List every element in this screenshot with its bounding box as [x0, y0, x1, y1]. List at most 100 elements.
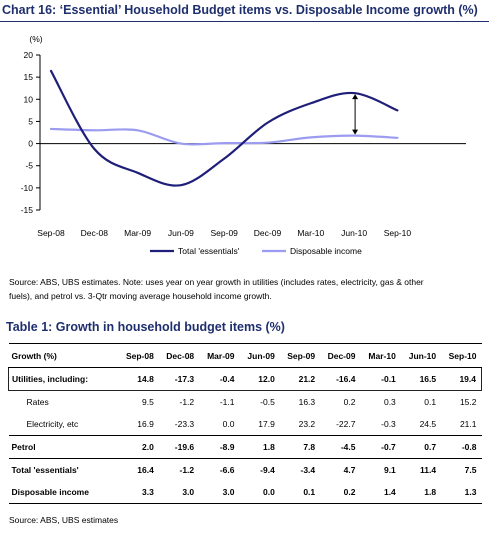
y-tick-label: -5 [25, 161, 33, 171]
table-cell: 7.8 [279, 435, 321, 459]
x-tick-label: Dec-09 [254, 228, 282, 238]
table-cell: 1.3 [441, 481, 482, 504]
table-cell: 3.3 [118, 481, 159, 504]
header-period: Mar-10 [360, 343, 401, 368]
row-label: Total 'essentials' [8, 458, 119, 481]
annotation-layer [352, 94, 359, 135]
chart-axes: 20 15 10 5 0 -5 -10 -15 (%) Sep-08 Dec-08 Mar-09 Jun… [21, 34, 466, 238]
table-cell: -9.4 [239, 458, 280, 481]
y-tick-label: 15 [24, 72, 34, 82]
table-cell: 14.8 [118, 367, 159, 391]
x-tick-label: Jun-10 [341, 228, 367, 238]
header-period: Sep-09 [279, 343, 321, 368]
table-cell: -0.8 [441, 435, 482, 459]
x-tick-label: Jun-09 [168, 228, 194, 238]
table-cell: -0.5 [260, 397, 275, 407]
table-cell: 16.5 [400, 367, 442, 391]
header-period: Mar-09 [199, 343, 240, 368]
table-row: Total 'essentials' 16.4 -1.2 -6.6 -9.4 -3.4 4.… [8, 458, 482, 481]
table-cell: -6.6 [199, 458, 240, 481]
row-label: Electricity, etc [26, 419, 79, 429]
y-tick-label: 20 [24, 50, 34, 60]
legend-label: Total 'essentials' [178, 246, 240, 256]
table-cell: 4.7 [320, 458, 361, 481]
series-layer [49, 69, 399, 187]
table-cell: 16.4 [118, 458, 159, 481]
chart-legend: Total 'essentials' Disposable income [150, 246, 362, 256]
table-source-note: Source: ABS, UBS estimates [9, 515, 119, 525]
table-cell: 21.2 [279, 367, 321, 391]
table-cell: 7.5 [441, 458, 482, 481]
table-cell: 23.2 [298, 419, 316, 429]
row-label: Petrol [8, 435, 119, 459]
table-cell: 3.0 [158, 481, 200, 504]
table-cell: 9.5 [142, 397, 154, 407]
table-cell: 16.3 [298, 397, 316, 407]
table-cell: 15.2 [459, 397, 477, 407]
table-cell: 0.0 [222, 419, 235, 429]
table-cell: 19.4 [441, 367, 483, 391]
table-cell: -8.9 [199, 435, 240, 459]
table-header-row: Growth (%) Sep-08 Dec-08 Mar-09 Jun-09 Sep-09… [8, 343, 482, 368]
table-cell: 3.0 [199, 481, 240, 504]
table-cell: 1.8 [239, 435, 280, 459]
table-row: Rates 9.5 -1.2 -1.1 -0.5 16.3 0.2 0.3 0.1 15.2 [9, 391, 482, 414]
table-cell: 21.1 [459, 419, 477, 429]
table-title: Table 1: Growth in household budget item… [6, 320, 285, 334]
header-period: Dec-09 [320, 343, 361, 368]
table-cell: 9.1 [360, 458, 401, 481]
table-row: Utilities, including: 14.8 -17.3 -0.4 12.0 21… [8, 367, 483, 391]
table-cell: -0.7 [360, 435, 401, 459]
chart-source-note: Source: ABS, UBS estimates. Note: uses y… [9, 275, 424, 303]
table-cell: 0.1 [279, 481, 321, 504]
table-cell: -23.3 [174, 419, 195, 429]
y-tick-label: 10 [24, 94, 34, 104]
table-cell: -0.1 [360, 367, 401, 391]
table-cell: 0.7 [400, 435, 442, 459]
table-cell: -16.4 [320, 367, 361, 391]
row-label: Utilities, including: [8, 367, 119, 391]
budget-growth-table: Growth (%) Sep-08 Dec-08 Mar-09 Jun-09 Sep-09… [8, 343, 483, 504]
table-cell: 11.4 [400, 458, 442, 481]
table-cell: -0.3 [381, 419, 396, 429]
table-cell: -1.2 [179, 397, 195, 407]
table-row: Petrol 2.0 -19.6 -8.9 1.8 7.8 -4.5 -0.7 0.7 -0.8 [8, 435, 482, 459]
title-rule [0, 21, 489, 22]
chart-title: Chart 16: ‘Essential’ Household Budget i… [2, 3, 478, 17]
table-cell: -1.2 [158, 458, 200, 481]
header-period: Jun-09 [239, 343, 280, 368]
line-chart: 20 15 10 5 0 -5 -10 -15 (%) Sep-08 Dec-08 Mar-09 Jun… [21, 34, 466, 256]
chart-source-line-1: Source: ABS, UBS estimates. Note: uses y… [9, 277, 424, 287]
row-label: Rates [26, 397, 49, 407]
table-cell: -17.3 [158, 367, 200, 391]
series-line-total-essentials [49, 69, 399, 187]
table-row: Electricity, etc 16.9 -23.3 0.0 17.9 23.2 -22.… [9, 413, 482, 436]
x-tick-label: Sep-08 [37, 228, 65, 238]
table-cell: 1.8 [400, 481, 442, 504]
gap-arrow-head-bottom [352, 129, 359, 135]
chart-source-line-2: fuels), and petrol vs. 3-Qtr moving aver… [9, 291, 272, 301]
table-cell: -22.7 [336, 419, 356, 429]
table-cell: 0.0 [239, 481, 280, 504]
table-cell: 12.0 [239, 367, 280, 391]
table-cell: -0.4 [199, 367, 240, 391]
table-cell: -19.6 [158, 435, 200, 459]
table-cell: 0.3 [383, 397, 396, 407]
table-cell: -4.5 [320, 435, 361, 459]
y-tick-label: -10 [21, 183, 34, 193]
x-tick-label: Mar-09 [124, 228, 151, 238]
row-label: Disposable income [8, 481, 119, 504]
y-tick-label: -15 [21, 205, 34, 215]
x-tick-label: Sep-09 [210, 228, 238, 238]
x-tick-label: Sep-10 [384, 228, 412, 238]
y-axis-label: (%) [29, 34, 42, 44]
table-cell: 0.2 [343, 397, 356, 407]
table-cell: 1.4 [360, 481, 401, 504]
header-period: Jun-10 [400, 343, 442, 368]
table-cell: 0.2 [320, 481, 361, 504]
y-tick-label: 5 [28, 116, 33, 126]
header-period: Sep-08 [118, 343, 159, 368]
header-period: Sep-10 [441, 343, 482, 368]
table-cell: 24.5 [419, 419, 437, 429]
table-row: Disposable income 3.3 3.0 3.0 0.0 0.1 0.2 1.4 1.… [8, 481, 482, 504]
